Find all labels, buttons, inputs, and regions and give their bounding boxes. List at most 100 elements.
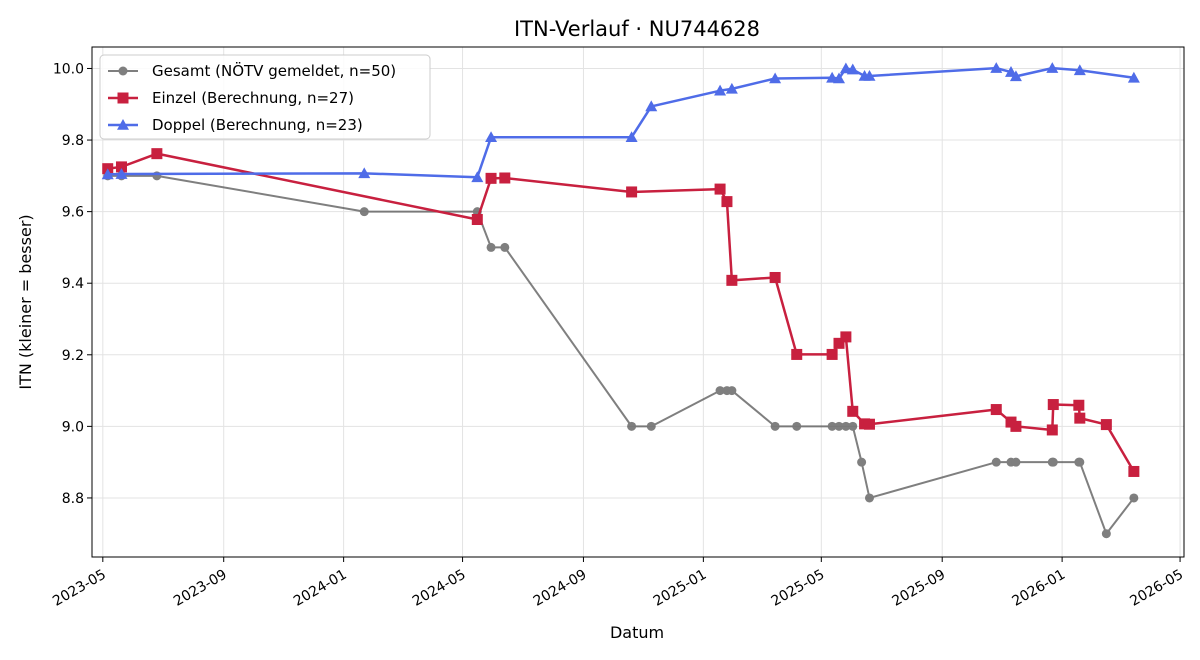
data-point-gesamt — [646, 421, 656, 431]
data-point-gesamt — [1048, 457, 1058, 467]
data-point-gesamt — [848, 421, 858, 431]
y-tick-label: 9.6 — [62, 205, 84, 221]
data-point-einzel — [840, 331, 852, 343]
y-tick-label: 9.0 — [62, 419, 84, 435]
data-point-doppel — [769, 72, 782, 84]
data-point-einzel — [863, 418, 875, 430]
series-layer — [101, 62, 1140, 539]
data-point-einzel — [833, 337, 845, 349]
x-tick-label: 2026-01 — [1009, 567, 1068, 610]
grid — [92, 47, 1184, 557]
y-tick-label: 9.4 — [62, 276, 84, 292]
data-point-doppel — [863, 69, 876, 81]
data-point-gesamt — [792, 421, 802, 431]
data-point-gesamt — [727, 386, 737, 396]
data-point-gesamt — [770, 421, 780, 431]
data-point-doppel — [101, 168, 114, 180]
data-point-gesamt — [486, 242, 496, 252]
series-doppel — [101, 62, 1140, 183]
data-point-einzel — [115, 161, 127, 173]
data-point-einzel — [826, 348, 838, 360]
x-tick-label: 2024-01 — [291, 567, 350, 610]
x-tick-label: 2024-05 — [410, 567, 469, 610]
data-point-doppel — [1046, 62, 1059, 73]
data-point-einzel — [499, 172, 511, 184]
data-point-gesamt — [857, 457, 867, 467]
data-point-einzel — [791, 348, 803, 360]
legend-label-doppel: Doppel (Berechnung, n=23) — [152, 116, 363, 134]
legend-label-gesamt: Gesamt (NÖTV gemeldet, n=50) — [152, 61, 396, 80]
data-point-gesamt — [1101, 529, 1111, 539]
data-point-doppel — [846, 63, 859, 75]
x-axis-label: Datum — [610, 623, 664, 642]
data-point-einzel — [485, 172, 497, 184]
data-point-doppel — [714, 84, 727, 96]
y-tick-label: 9.2 — [62, 348, 84, 364]
series-einzel-line — [107, 152, 1135, 473]
y-tick-label: 9.8 — [62, 133, 84, 149]
data-point-einzel — [1074, 412, 1086, 424]
data-point-gesamt — [627, 421, 637, 431]
series-einzel — [102, 148, 1140, 477]
data-point-gesamt — [1011, 457, 1021, 467]
data-point-doppel — [645, 100, 658, 112]
data-point-gesamt — [500, 242, 510, 252]
data-point-doppel — [1127, 71, 1140, 83]
legend-entry-einzel — [108, 92, 138, 104]
legend-marker-doppel — [117, 119, 129, 130]
legend: Gesamt (NÖTV gemeldet, n=50) Einzel (Bere… — [99, 54, 431, 140]
chart-title: ITN-Verlauf · NU744628 — [514, 17, 760, 41]
data-point-einzel — [721, 196, 733, 208]
data-point-gesamt — [359, 207, 369, 217]
data-point-einzel — [1100, 419, 1112, 431]
data-point-einzel — [626, 186, 638, 198]
data-point-einzel — [151, 148, 163, 160]
data-point-doppel — [358, 167, 371, 179]
data-point-einzel — [714, 183, 726, 195]
data-point-gesamt — [827, 421, 837, 431]
data-point-gesamt — [715, 386, 725, 396]
plot-frame — [91, 46, 1185, 558]
data-point-einzel — [726, 274, 738, 286]
data-point-gesamt — [1129, 493, 1139, 503]
x-tick-label: 2025-09 — [890, 567, 949, 610]
data-point-einzel — [471, 214, 483, 226]
axes: 8.8 9.0 9.2 9.4 9.6 9.8 10.0 2023-05 2023-09 2024… — [50, 61, 1186, 609]
data-point-einzel — [1046, 424, 1058, 436]
data-point-doppel — [625, 131, 638, 142]
data-point-einzel — [769, 271, 781, 283]
legend-marker-einzel — [117, 92, 129, 104]
data-point-doppel — [485, 131, 498, 142]
data-point-einzel — [1073, 399, 1085, 411]
data-point-doppel — [833, 72, 846, 84]
x-tick-label: 2023-09 — [171, 567, 230, 610]
y-tick-label: 8.8 — [62, 491, 84, 507]
y-tick-label: 10.0 — [53, 61, 84, 77]
x-tick-label: 2023-05 — [50, 567, 109, 610]
series-gesamt — [103, 171, 1139, 539]
data-point-einzel — [847, 405, 859, 417]
legend-marker-gesamt — [118, 66, 128, 76]
data-point-gesamt — [834, 421, 844, 431]
data-point-doppel — [115, 168, 128, 179]
x-tick-label: 2024-09 — [531, 567, 590, 610]
data-point-einzel — [990, 404, 1002, 416]
y-axis-label: ITN (kleiner = besser) — [16, 214, 35, 389]
data-point-einzel — [1128, 465, 1140, 477]
data-point-doppel — [471, 171, 484, 183]
legend-box — [99, 54, 431, 140]
data-point-doppel — [1073, 64, 1086, 76]
x-tick-label: 2025-01 — [651, 567, 710, 610]
x-tick-label: 2025-05 — [769, 567, 828, 610]
legend-entry-doppel — [108, 119, 138, 130]
legend-label-einzel: Einzel (Berechnung, n=27) — [152, 89, 354, 107]
legend-entry-gesamt — [108, 66, 138, 76]
data-point-doppel — [1009, 70, 1022, 82]
data-point-doppel — [725, 82, 738, 94]
x-tick-label: 2026-05 — [1127, 567, 1186, 610]
data-point-gesamt — [991, 457, 1001, 467]
data-point-einzel — [1010, 420, 1022, 432]
data-point-gesamt — [1075, 457, 1085, 467]
data-point-doppel — [990, 62, 1003, 73]
